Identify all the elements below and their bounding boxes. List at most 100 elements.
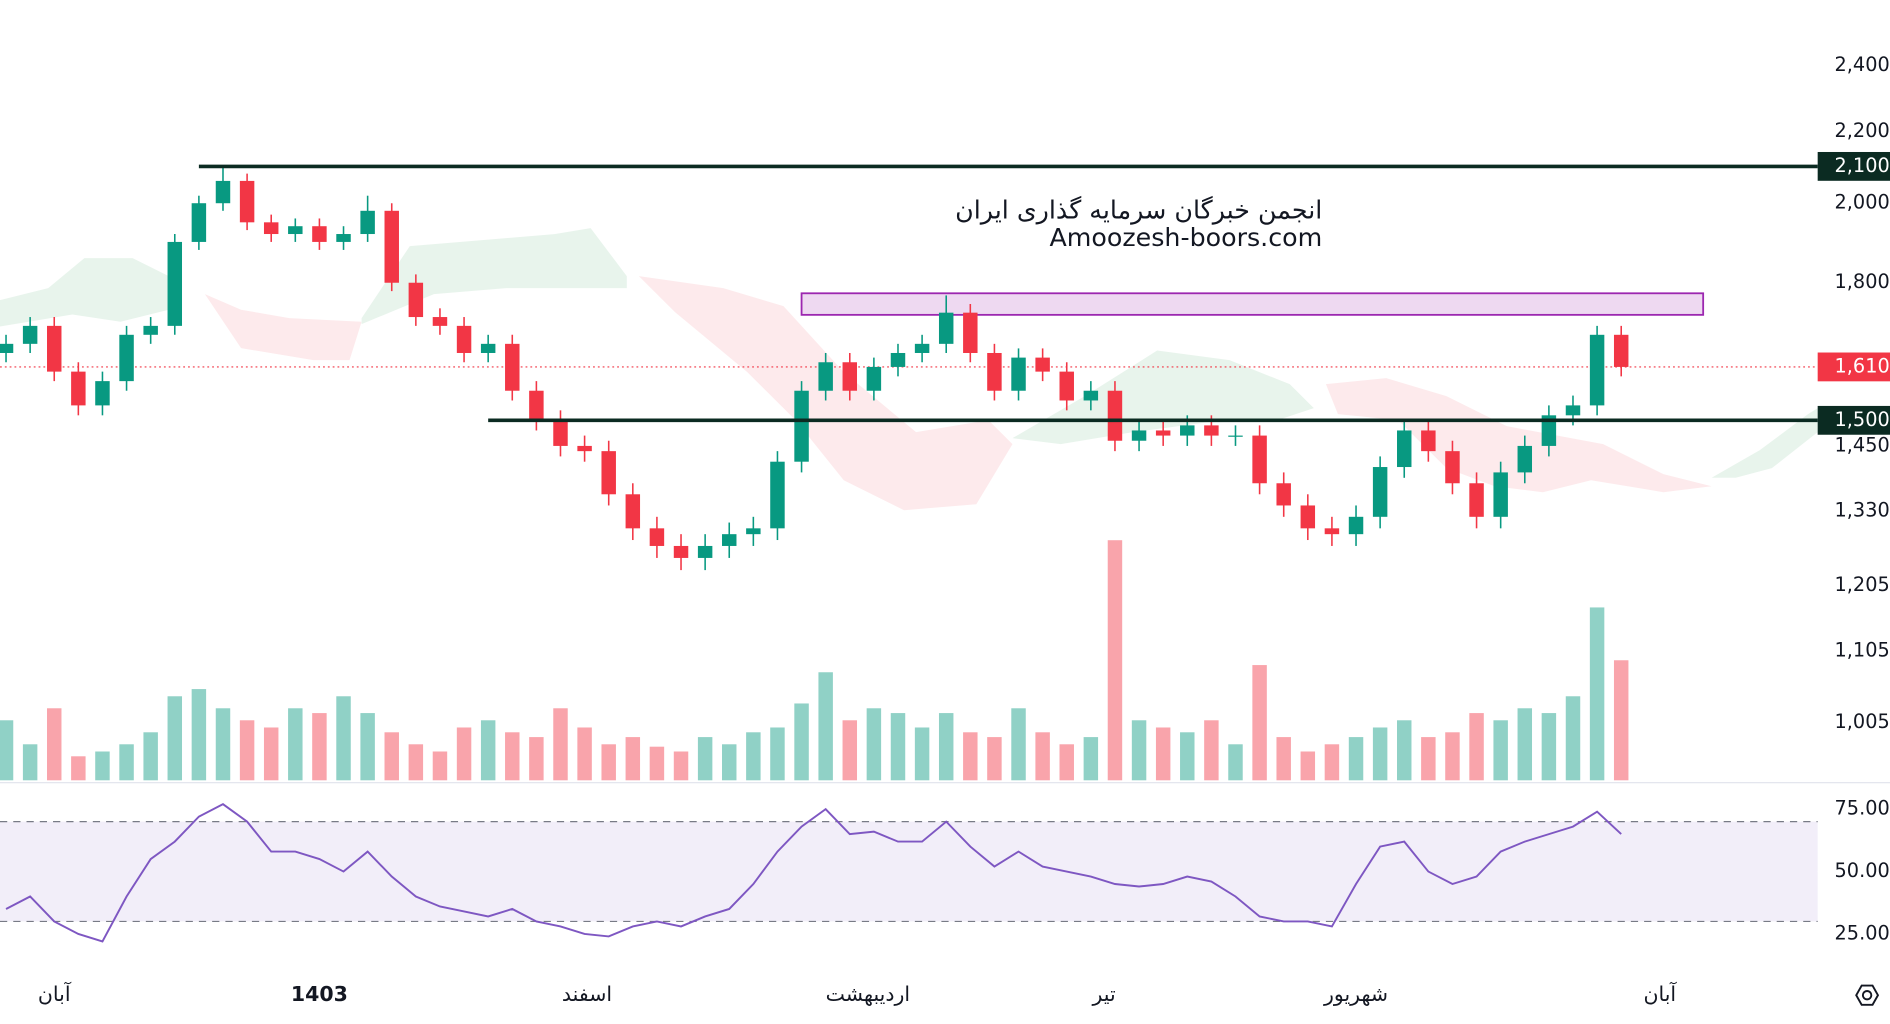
volume-bar [1613,660,1629,781]
candle-body [1035,357,1050,372]
candle-body [1276,483,1291,506]
volume-bar [1469,713,1484,781]
volume-bar [553,708,568,781]
candle-body [167,241,183,326]
candle-body [1517,445,1533,473]
candle-body [1445,451,1460,484]
rsi-band [0,821,1818,922]
candle-body [1348,516,1364,535]
candle-body [288,226,303,235]
candle-body [408,282,424,318]
volume-bar [987,737,1002,781]
ichimoku-cloud [0,228,1818,511]
volume-bar [1252,665,1267,781]
candle-body [673,545,689,558]
candle-body [95,381,110,406]
volume-bar [1565,696,1581,781]
resistance-zone [800,292,1705,316]
candle-body [239,180,255,223]
candle-body [1300,505,1316,529]
volume-bar [529,737,544,781]
volume-bar [649,746,665,781]
candle-body [1613,334,1629,367]
volume-bar [408,744,424,781]
candle-body [1180,425,1195,436]
candle-body [866,366,882,391]
rsi-tick-label: 75.00 [1835,797,1890,820]
volume-bar [866,708,882,781]
volume-bar [312,713,327,781]
volume-bar [1011,708,1026,781]
level-badge [1817,151,1890,181]
y-tick-label: 2,200 [1835,119,1890,142]
candle-body [818,362,833,391]
volume-bar [1155,727,1171,781]
candle-body [0,343,14,353]
volume-bar [1204,720,1219,781]
volume-bar [1348,737,1364,781]
candle-body [914,343,930,353]
volume-bar [938,713,954,781]
candle-body [770,461,785,529]
volume-bar [119,744,134,781]
candle-body [1493,472,1508,517]
candle-body [1155,430,1171,436]
candle-body [963,312,978,353]
volume-bar [914,727,930,781]
rsi-tick-label: 50.00 [1835,859,1890,882]
volume-bar [746,732,761,781]
candle-body [1107,390,1123,441]
candle-body [649,528,665,546]
volume-bar [770,727,785,781]
candle-body [1372,467,1388,517]
candle-body [1131,430,1147,441]
y-tick-label: 1,800 [1835,270,1890,293]
volume-bar [1228,744,1243,781]
watermark-url: Amoozesh-boors.com [1049,223,1322,252]
volume-bar [697,737,713,781]
volume-bar [963,732,978,781]
last-price-badge [1817,352,1890,382]
volume-bar [167,696,183,781]
volume-bar [1300,751,1316,781]
candle-body [697,545,713,558]
volume-bar [263,727,279,781]
level-label: 2,100 [1835,154,1890,177]
settings-icon[interactable] [1855,984,1880,1006]
y-tick-label: 1,005 [1835,710,1890,733]
candle-body [987,352,1002,391]
volume-bar [625,737,641,781]
volume-bar [480,720,496,781]
volume-bar [215,708,231,781]
volume-bar [842,720,858,781]
volume-bar [1493,720,1508,781]
candle-body [1059,371,1074,401]
candle-body [119,334,134,382]
level-label: 1,500 [1835,408,1890,431]
volume-bar [288,708,303,781]
candle-body [529,390,544,421]
candle-body [601,451,616,495]
x-tick-label: اردیبهشت [826,982,910,1006]
candle-body [1204,425,1219,436]
candle-body [336,234,351,242]
volume-bar [384,732,399,781]
volume-bar [673,751,689,781]
candle-body [1565,405,1581,416]
y-tick-label: 2,400 [1835,53,1890,76]
volume-bar [95,751,110,781]
y-tick-label: 1,205 [1835,573,1890,596]
candle-body [890,352,906,367]
x-tick-label: اسفند [562,982,612,1006]
volume-bar [239,720,255,781]
candle-body [1421,430,1436,452]
volume-bar [1180,732,1195,781]
candle-body [938,312,954,344]
candle-body [191,203,207,242]
volume-bar [71,756,86,781]
volume-bar [432,751,448,781]
candle-body [722,534,737,546]
candle-body [1083,390,1099,401]
volume-bar [1445,732,1460,781]
